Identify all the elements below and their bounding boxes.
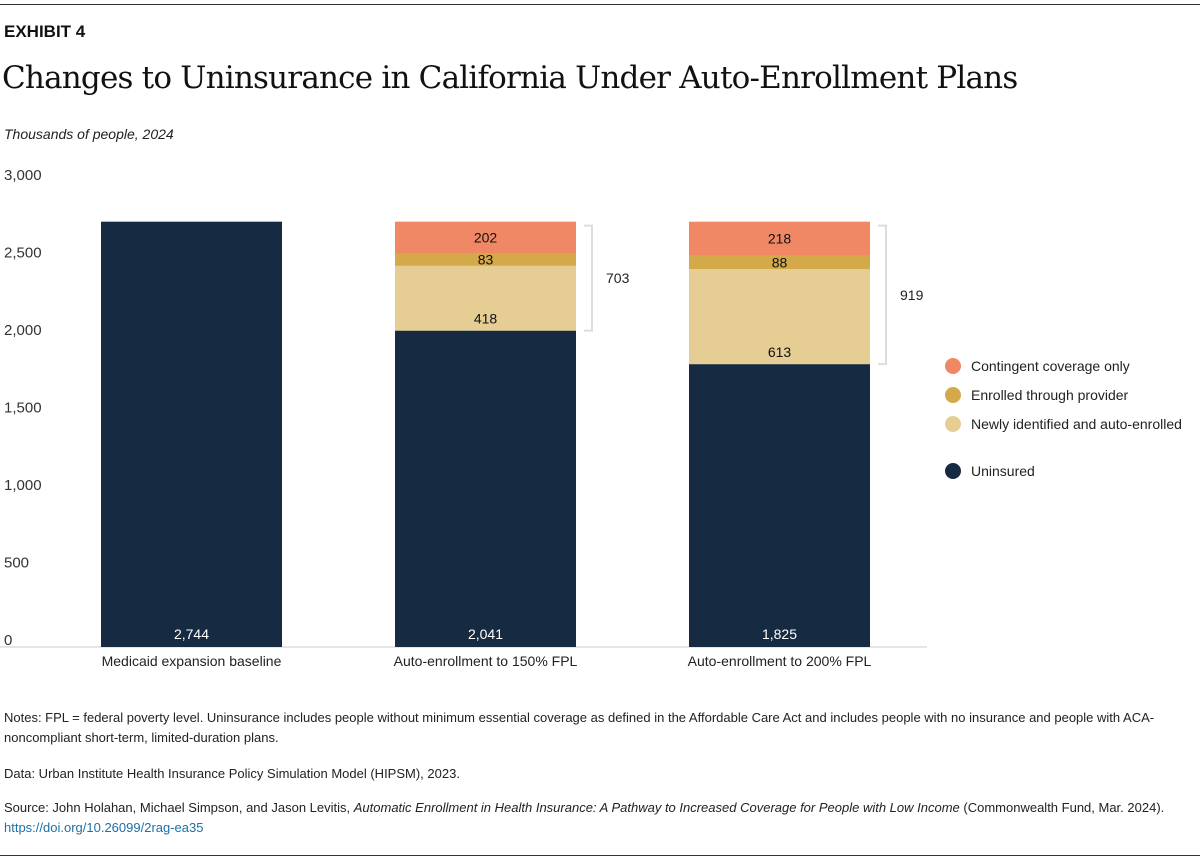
y-tick-label: 1,000 (4, 477, 42, 494)
chart-title: Changes to Uninsurance in California Und… (2, 60, 1018, 96)
bar-segment-uninsured (689, 364, 870, 647)
data-source: Data: Urban Institute Health Insurance P… (4, 766, 460, 781)
data-label: 202 (474, 229, 498, 245)
legend-label: Enrolled through provider (971, 387, 1129, 403)
data-label: 218 (768, 231, 792, 247)
y-tick-label: 0 (4, 632, 12, 649)
y-tick-label: 500 (4, 555, 29, 572)
bracket (584, 224, 593, 332)
legend-label: Contingent coverage only (971, 358, 1130, 374)
source-title: Automatic Enrollment in Health Insurance… (353, 800, 960, 815)
legend-swatch-icon (945, 463, 961, 479)
bracket (878, 224, 887, 366)
bar-segment-contingent-coverage-only (395, 221, 576, 253)
y-tick-label: 2,500 (4, 245, 42, 262)
bar-segment-uninsured (395, 330, 576, 647)
chart: 0 500 1,000 1,500 2,000 2,500 3,000 2,744 Medica… (0, 167, 927, 669)
legend-swatch-icon (945, 358, 961, 374)
data-label: 88 (772, 254, 788, 270)
data-label: 1,825 (762, 626, 797, 642)
legend-label: Newly identified and auto-enrolled (971, 416, 1182, 432)
legend-item: Contingent coverage only (945, 357, 1185, 375)
data-label: 2,041 (468, 626, 503, 642)
category-label: Auto-enrollment to 150% FPL (394, 653, 578, 669)
bar-segment-enrolled-through-provider (395, 252, 576, 266)
y-tick-label: 1,500 (4, 400, 42, 417)
data-label: 83 (478, 251, 494, 267)
bracket-total-label: 703 (606, 270, 630, 286)
chart-subtitle: Thousands of people, 2024 (4, 126, 174, 142)
source-citation: Source: John Holahan, Michael Simpson, a… (4, 798, 1194, 838)
y-tick-label: 3,000 (4, 167, 42, 184)
legend-label: Uninsured (971, 463, 1035, 479)
bottom-rule (0, 855, 1200, 856)
notes-text: Notes: FPL = federal poverty level. Unin… (4, 710, 1155, 745)
data-label: 613 (768, 344, 792, 360)
source-suffix: (Commonwealth Fund, Mar. 2024). (959, 800, 1165, 815)
bar-segment-contingent-coverage-only (689, 221, 870, 256)
bar-segment-newly-identified-and-auto-enrolled (395, 265, 576, 331)
data-label: 418 (474, 311, 498, 327)
bar-segment-uninsured (101, 221, 282, 647)
source-prefix: Source: John Holahan, Michael Simpson, a… (4, 800, 354, 815)
category-label: Auto-enrollment to 200% FPL (688, 653, 872, 669)
top-rule (0, 4, 1200, 5)
exhibit-label: EXHIBIT 4 (4, 22, 86, 41)
bar-segment-enrolled-through-provider (689, 255, 870, 270)
legend-swatch-icon (945, 416, 961, 432)
category-label: Medicaid expansion baseline (102, 653, 282, 669)
doi-link[interactable]: https://doi.org/10.26099/2rag-ea35 (4, 820, 204, 835)
legend-item: Newly identified and auto-enrolled (945, 415, 1185, 433)
bar-segment-newly-identified-and-auto-enrolled (689, 269, 870, 365)
legend-item: Enrolled through provider (945, 386, 1185, 404)
y-tick-label: 2,000 (4, 322, 42, 339)
legend-swatch-icon (945, 387, 961, 403)
bracket-total-label: 919 (900, 287, 924, 303)
data-label: 2,744 (174, 626, 209, 642)
legend-item: Uninsured (945, 462, 1185, 480)
